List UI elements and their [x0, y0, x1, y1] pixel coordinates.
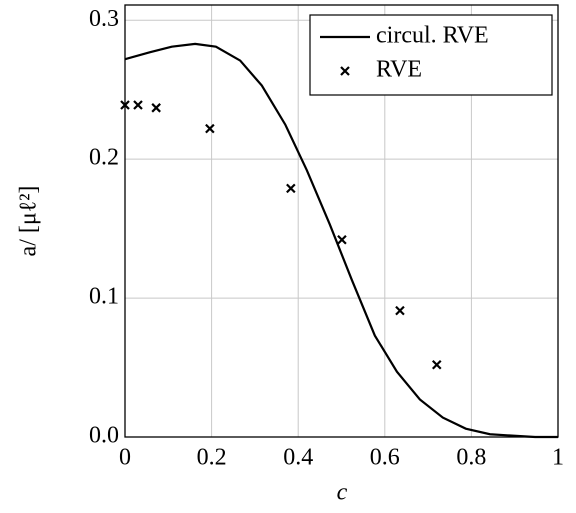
x-tick-label: 0.2 — [197, 445, 227, 471]
y-tick-label: 0.0 — [89, 423, 119, 449]
legend-box — [309, 14, 553, 96]
marker-stroke — [133, 100, 143, 110]
marker-stroke — [120, 100, 130, 110]
marker-stroke — [431, 359, 442, 370]
line — [124, 42, 558, 439]
marker — [205, 123, 215, 134]
marker — [133, 100, 143, 110]
marker — [151, 103, 161, 113]
x-axis-label: c — [337, 480, 348, 506]
x-tick-label: 0.6 — [370, 445, 400, 471]
marker — [286, 183, 296, 194]
marker — [120, 100, 130, 110]
x-tick-label: 0.8 — [456, 445, 486, 471]
x-tick-label: 0.4 — [283, 445, 313, 471]
marker-stroke — [205, 123, 215, 134]
marker-stroke — [337, 234, 347, 245]
y-tick-label: 0.2 — [89, 145, 119, 171]
legend-label: RVE — [376, 57, 422, 83]
marker-stroke — [340, 66, 350, 76]
marker-stroke — [395, 305, 405, 316]
marker-stroke — [151, 103, 161, 113]
y-tick-label: 0.3 — [89, 6, 119, 32]
x-tick-label: 0 — [119, 445, 131, 471]
x-tick-label: 1 — [552, 445, 564, 471]
y-tick-label: 0.1 — [89, 284, 119, 310]
marker — [431, 359, 442, 370]
marker — [340, 66, 350, 76]
plot-frame — [124, 4, 559, 438]
marker — [395, 305, 405, 316]
y-axis-label: a/ [μℓ²] — [16, 186, 42, 257]
marker — [337, 234, 347, 245]
marker-stroke — [286, 183, 296, 194]
legend-label: circul. RVE — [376, 23, 489, 49]
